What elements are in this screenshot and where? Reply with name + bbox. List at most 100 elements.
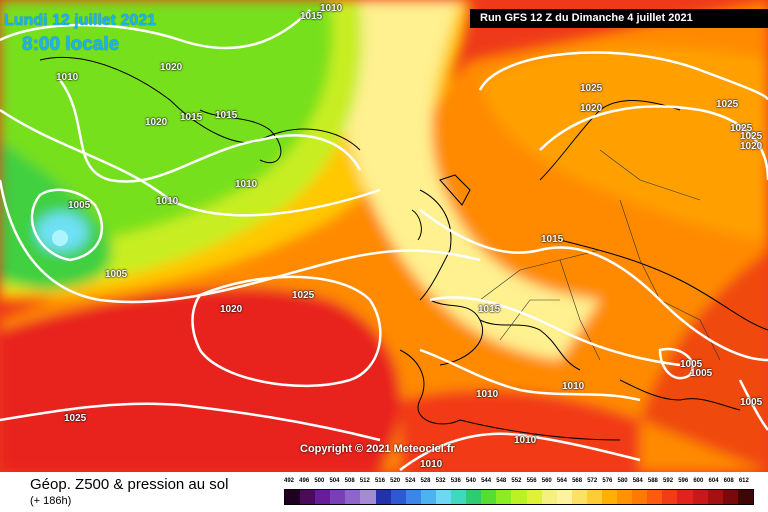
legend-swatch (511, 490, 527, 504)
isobar-label: 1025 (716, 99, 739, 110)
isobar-label: 1005 (105, 269, 128, 280)
isobar-label: 1025 (292, 290, 315, 301)
legend-value: 556 (526, 478, 537, 484)
isobar-label: 1025 (740, 131, 763, 142)
legend-value: 588 (647, 478, 658, 484)
isobar-label: 1020 (740, 141, 763, 152)
isobar-label: 1005 (740, 397, 763, 408)
footer: Géop. Z500 & pression au sol (+ 186h) 49… (0, 472, 768, 512)
isobar-label: 1010 (320, 3, 343, 14)
legend-value: 604 (708, 478, 719, 484)
isobar-label: 1010 (235, 179, 258, 190)
isobars (0, 9, 768, 472)
isobar-label: 1015 (300, 11, 323, 22)
legend-value: 532 (435, 478, 446, 484)
legend-value: 500 (314, 478, 325, 484)
legend-swatch (617, 490, 633, 504)
legend-value: 560 (541, 478, 552, 484)
isobar-label: 1015 (541, 234, 564, 245)
legend-swatch (330, 490, 346, 504)
legend-swatch (285, 490, 301, 504)
legend-value: 524 (405, 478, 416, 484)
borders (479, 149, 721, 361)
legend-swatch (451, 490, 467, 504)
coastlines (39, 56, 768, 441)
legend-swatch (360, 490, 376, 504)
legend-swatch (526, 490, 542, 504)
legend-swatch (692, 490, 708, 504)
legend-swatch (420, 490, 436, 504)
legend-swatch (601, 490, 618, 504)
legend-swatch (662, 490, 678, 504)
legend-value: 540 (465, 478, 476, 484)
legend-value: 576 (602, 478, 613, 484)
legend-swatch (466, 490, 482, 504)
legend-swatch (632, 490, 648, 504)
legend-value: 564 (556, 478, 567, 484)
isobar-label: 1020 (145, 117, 168, 128)
legend-value: 596 (678, 478, 689, 484)
forecast-time: 8:00 locale (22, 34, 120, 55)
isobar-label: 1020 (220, 304, 243, 315)
legend-swatch (390, 490, 406, 504)
copyright-text: Copyright © 2021 Meteociel.fr (300, 443, 455, 455)
isobar-label: 1015 (478, 304, 501, 315)
legend-value: 580 (617, 478, 628, 484)
isobar-label: 1010 (476, 389, 499, 400)
legend-swatch (722, 490, 738, 504)
legend-value: 608 (723, 478, 734, 484)
legend-value: 504 (329, 478, 340, 484)
legend-labels: 492 496 500 504 508 512 516 520 524 528 532 536 540 5… (284, 478, 754, 488)
legend-value: 496 (299, 478, 310, 484)
low-pressure-core (52, 230, 68, 246)
legend-swatch (737, 490, 753, 504)
legend-value: 572 (587, 478, 598, 484)
legend-swatch (556, 490, 572, 504)
color-bands (0, 0, 768, 472)
legend-value: 512 (359, 478, 370, 484)
footer-title: Géop. Z500 & pression au sol (30, 476, 229, 493)
isobar-label: 1025 (580, 83, 603, 94)
legend-value: 584 (632, 478, 643, 484)
legend-value: 600 (693, 478, 704, 484)
legend-swatch (586, 490, 602, 504)
legend-value: 536 (450, 478, 461, 484)
color-legend (284, 489, 754, 505)
geopotential-field (0, 0, 768, 472)
legend-swatch (571, 490, 587, 504)
legend-value: 612 (738, 478, 749, 484)
legend-value: 592 (663, 478, 674, 484)
legend-swatch (707, 490, 723, 504)
isobar-label: 1005 (68, 200, 91, 211)
isobar-label: 1010 (56, 72, 79, 83)
legend-swatch (541, 490, 557, 504)
legend-swatch (315, 490, 331, 504)
legend-swatch (300, 490, 316, 504)
legend-value: 568 (572, 478, 583, 484)
legend-value: 508 (344, 478, 355, 484)
legend-swatch (677, 490, 693, 504)
isobar-label: 1005 (680, 359, 703, 370)
isobar-label: 1010 (514, 435, 537, 446)
legend-swatch (345, 490, 361, 504)
isobar-label: 1010 (156, 196, 179, 207)
legend-value: 492 (284, 478, 295, 484)
forecast-date: Lundi 12 juillet 2021 (4, 12, 157, 29)
footer-subtitle: (+ 186h) (30, 495, 72, 507)
isobar-label: 1010 (420, 459, 443, 470)
legend-value: 520 (390, 478, 401, 484)
legend-swatch (647, 490, 663, 504)
legend-value: 528 (420, 478, 431, 484)
weather-map: Lundi 12 juillet 2021 8:00 locale Run GF… (0, 0, 768, 472)
isobar-label: 1015 (215, 110, 238, 121)
legend-value: 552 (511, 478, 522, 484)
run-info-banner: Run GFS 12 Z du Dimanche 4 juillet 2021 (470, 9, 768, 28)
isobar-label: 1020 (160, 62, 183, 73)
legend-swatch (435, 490, 452, 504)
legend-value: 544 (481, 478, 492, 484)
isobar-label: 1005 (690, 368, 713, 379)
legend-swatch (375, 490, 391, 504)
isobar-label: 1025 (64, 413, 87, 424)
isobar-label: 1010 (562, 381, 585, 392)
legend-swatch (481, 490, 497, 504)
